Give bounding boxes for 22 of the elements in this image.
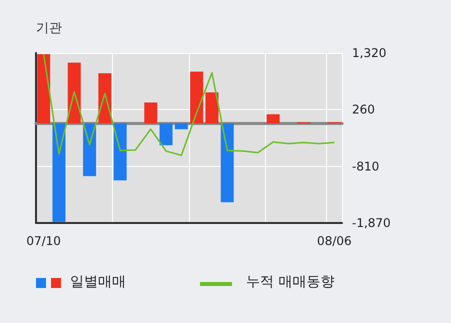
- bar: [160, 123, 173, 146]
- bar: [174, 123, 188, 130]
- y-tick-label: -1,870: [352, 216, 391, 230]
- y-tick-label: -810: [352, 160, 380, 174]
- bar: [205, 92, 218, 124]
- bar: [52, 123, 66, 222]
- bar: [144, 102, 158, 124]
- x-tick-label: 07/10: [26, 234, 61, 248]
- legend-label: 누적 매매동향: [246, 274, 334, 290]
- legend-label: 일별매매: [70, 274, 126, 290]
- bar: [68, 62, 81, 124]
- bar: [114, 123, 127, 180]
- bar: [190, 72, 204, 124]
- line-series: [42, 53, 336, 156]
- y-tick-label: 260: [352, 102, 375, 116]
- bar: [83, 123, 96, 176]
- bar: [266, 114, 280, 124]
- bar: [220, 123, 234, 202]
- bar: [37, 54, 50, 124]
- x-tick-label: 08/06: [317, 234, 352, 248]
- y-tick-label: 1,320: [352, 46, 386, 60]
- y-axis-title: 기관: [36, 21, 62, 36]
